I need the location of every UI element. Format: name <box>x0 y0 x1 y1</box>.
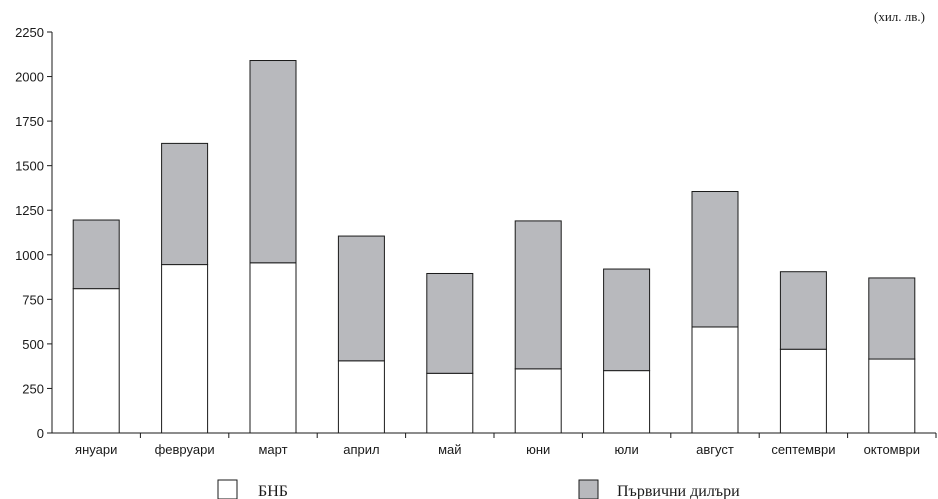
bar-segment-bnb-5 <box>514 368 562 434</box>
bar-segment-primary-dealers-4 <box>426 272 474 374</box>
bar-segment-primary-dealers-0 <box>72 219 120 290</box>
x-tick-label: януари <box>75 442 117 457</box>
y-tick-label: 2000 <box>15 70 44 85</box>
x-tick-labels: януари февруари март април май юни юли август се… <box>75 433 937 457</box>
y-tick-label: 0 <box>37 426 44 441</box>
bar-segment-bnb-1 <box>161 264 209 434</box>
bar-segment-bnb-6 <box>603 370 651 434</box>
y-tick-label: 1250 <box>15 203 44 218</box>
x-tick-label: октомври <box>864 442 920 457</box>
legend-label-bnb: БНБ <box>258 483 288 499</box>
y-tick-label: 1500 <box>15 159 44 174</box>
y-tick-label: 250 <box>22 381 44 396</box>
bar-segment-bnb-7 <box>691 326 739 434</box>
bar-segment-primary-dealers-5 <box>514 220 562 370</box>
bars <box>72 60 916 434</box>
bar-segment-bnb-8 <box>779 348 827 434</box>
bar-segment-bnb-0 <box>72 288 120 434</box>
bar-segment-primary-dealers-3 <box>337 235 385 362</box>
bar-segment-primary-dealers-8 <box>779 271 827 350</box>
bar-segment-primary-dealers-7 <box>691 191 739 328</box>
y-tick-label: 500 <box>22 337 44 352</box>
y-tick-label: 2250 <box>15 25 44 40</box>
legend-label-primary-dealers: Първични дилъри <box>617 483 740 499</box>
x-tick-label: февруари <box>155 442 215 457</box>
x-tick-label: март <box>258 442 287 457</box>
y-tick-label: 1750 <box>15 114 44 129</box>
x-tick-label: август <box>696 442 734 457</box>
bar-segment-primary-dealers-9 <box>868 277 916 360</box>
legend-swatch-bnb <box>217 479 238 499</box>
bar-segment-bnb-9 <box>868 358 916 434</box>
bar-segment-primary-dealers-2 <box>249 60 297 264</box>
x-tick-label: септември <box>771 442 835 457</box>
y-tick-label: 750 <box>22 292 44 307</box>
x-tick-label: април <box>343 442 379 457</box>
x-tick-label: юни <box>526 442 550 457</box>
legend: БНБ Първични дилъри <box>217 479 740 499</box>
bar-segment-bnb-4 <box>426 372 474 434</box>
unit-label: (хил. лв.) <box>874 9 925 24</box>
x-tick-label: юли <box>614 442 638 457</box>
bar-segment-bnb-2 <box>249 262 297 434</box>
x-tick-label: май <box>438 442 461 457</box>
legend-swatch-primary-dealers <box>578 479 599 499</box>
y-tick-label: 1000 <box>15 248 44 263</box>
bar-segment-bnb-3 <box>337 360 385 434</box>
bar-segment-primary-dealers-6 <box>603 268 651 372</box>
bar-segment-primary-dealers-1 <box>161 142 209 266</box>
y-ticks: 0 250 500 750 1000 1250 1500 1750 2000 2250 <box>15 25 52 441</box>
